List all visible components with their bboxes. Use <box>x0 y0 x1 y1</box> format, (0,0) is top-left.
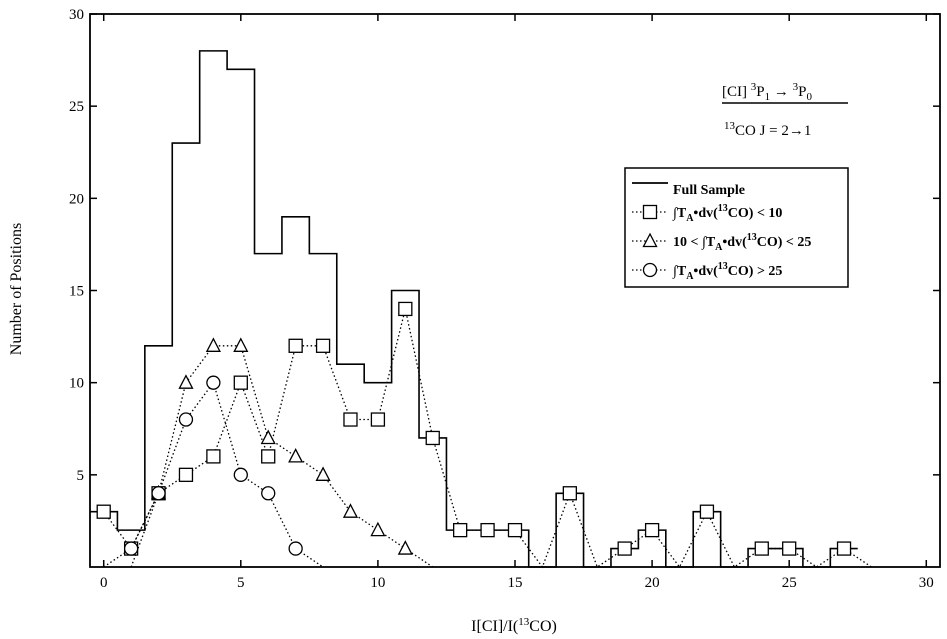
x-tick-label: 15 <box>508 575 523 591</box>
series-circle-point <box>206 375 221 390</box>
series-square-point <box>699 504 715 519</box>
legend-row: 10 < ∫TA•dv(13CO) < 25 <box>632 232 811 253</box>
legend-row: ∫TA•dv(13CO) < 10 <box>632 203 782 224</box>
y-tick-label: 10 <box>69 376 84 392</box>
series-full-sample-step <box>90 50 858 568</box>
series-circle-point <box>123 541 139 556</box>
series-square-point <box>507 522 523 538</box>
plot-layer: 0 5 10 15 20 25 30 5 10 15 20 25 30 <box>69 7 941 591</box>
legend-label: 10 < ∫TA•dv(13CO) < 25 <box>673 232 811 253</box>
legend-row: Full Sample <box>632 182 745 198</box>
series-triangle-point <box>260 429 276 445</box>
series-square-point <box>96 504 111 519</box>
y-tick-label: 5 <box>77 468 85 484</box>
y-axis-title: Number of Positions <box>8 223 25 355</box>
equation-denominator: 13CO J = 2→1 <box>724 120 811 139</box>
series-triangle-point <box>342 503 359 518</box>
legend-label: ∫TA•dv(13CO) < 10 <box>672 203 782 224</box>
series-circle-point <box>233 467 248 482</box>
series-square-point <box>754 541 769 556</box>
x-tick-label: 0 <box>100 575 108 591</box>
legend-label: Full Sample <box>673 183 745 198</box>
legend-rows: Full Sample ∫TA•dv(13CO) < 10 10 < ∫TA•dv(… <box>632 182 811 282</box>
series-square-point <box>617 541 632 556</box>
series-square-point <box>206 449 221 464</box>
series-circle-line <box>103 381 324 568</box>
series-triangle-point <box>370 521 386 537</box>
legend-swatch-marker <box>642 204 658 220</box>
plot-frame <box>89 13 941 568</box>
series-square-point <box>782 541 797 556</box>
y-tick-label: 25 <box>69 99 84 115</box>
x-tick-label: 5 <box>237 575 245 591</box>
series-square-point <box>836 541 852 556</box>
legend: Full Sample ∫TA•dv(13CO) < 10 10 < ∫TA•dv(… <box>624 167 849 288</box>
series-circle-point <box>151 486 166 501</box>
x-tick-label: 20 <box>645 575 660 591</box>
equation-numerator: [CI] 3P1 → 3P0 <box>722 81 812 103</box>
series-square-point <box>644 522 660 538</box>
series-triangle-point <box>233 337 249 352</box>
series-square-point <box>398 301 413 317</box>
series-triangle-point <box>288 447 304 463</box>
legend-box <box>624 167 849 288</box>
series-square-point <box>453 522 468 538</box>
x-axis-title: I[CI]/I(13CO) <box>471 616 557 635</box>
y-tick-label: 20 <box>69 191 84 207</box>
legend-swatch-marker <box>642 232 658 248</box>
series-square-point <box>233 375 248 390</box>
x-tick-label: 30 <box>919 575 934 591</box>
series-circle-point <box>261 486 276 501</box>
series-square-line <box>103 308 872 569</box>
series-square-point <box>562 486 577 501</box>
series-triangle-point <box>178 374 194 389</box>
x-tick-label: 10 <box>370 575 385 591</box>
series-square-point <box>315 338 331 353</box>
legend-label: ∫TA•dv(13CO) > 25 <box>672 261 782 282</box>
series-square-point <box>261 449 276 464</box>
x-tick-label: 25 <box>782 575 797 591</box>
series-triangle-point <box>315 466 331 481</box>
series-square-point <box>288 338 303 353</box>
y-tick-label: 15 <box>69 284 84 300</box>
y-tick-label: 30 <box>69 7 84 23</box>
legend-swatch-marker <box>642 262 658 278</box>
series-square-point <box>343 412 358 427</box>
series-square-point <box>370 412 386 427</box>
series-square-point <box>480 522 495 538</box>
series-square-point <box>178 467 194 482</box>
series-circle-point <box>178 412 194 427</box>
series-triangle-point <box>205 337 221 352</box>
equation-annotation: [CI] 3P1 → 3P0 13CO J = 2→1 <box>722 81 848 139</box>
series-triangle-point <box>397 540 413 555</box>
series-square-point <box>425 430 440 446</box>
series-circle-point <box>288 541 303 556</box>
legend-row: ∫TA•dv(13CO) > 25 <box>632 261 782 282</box>
